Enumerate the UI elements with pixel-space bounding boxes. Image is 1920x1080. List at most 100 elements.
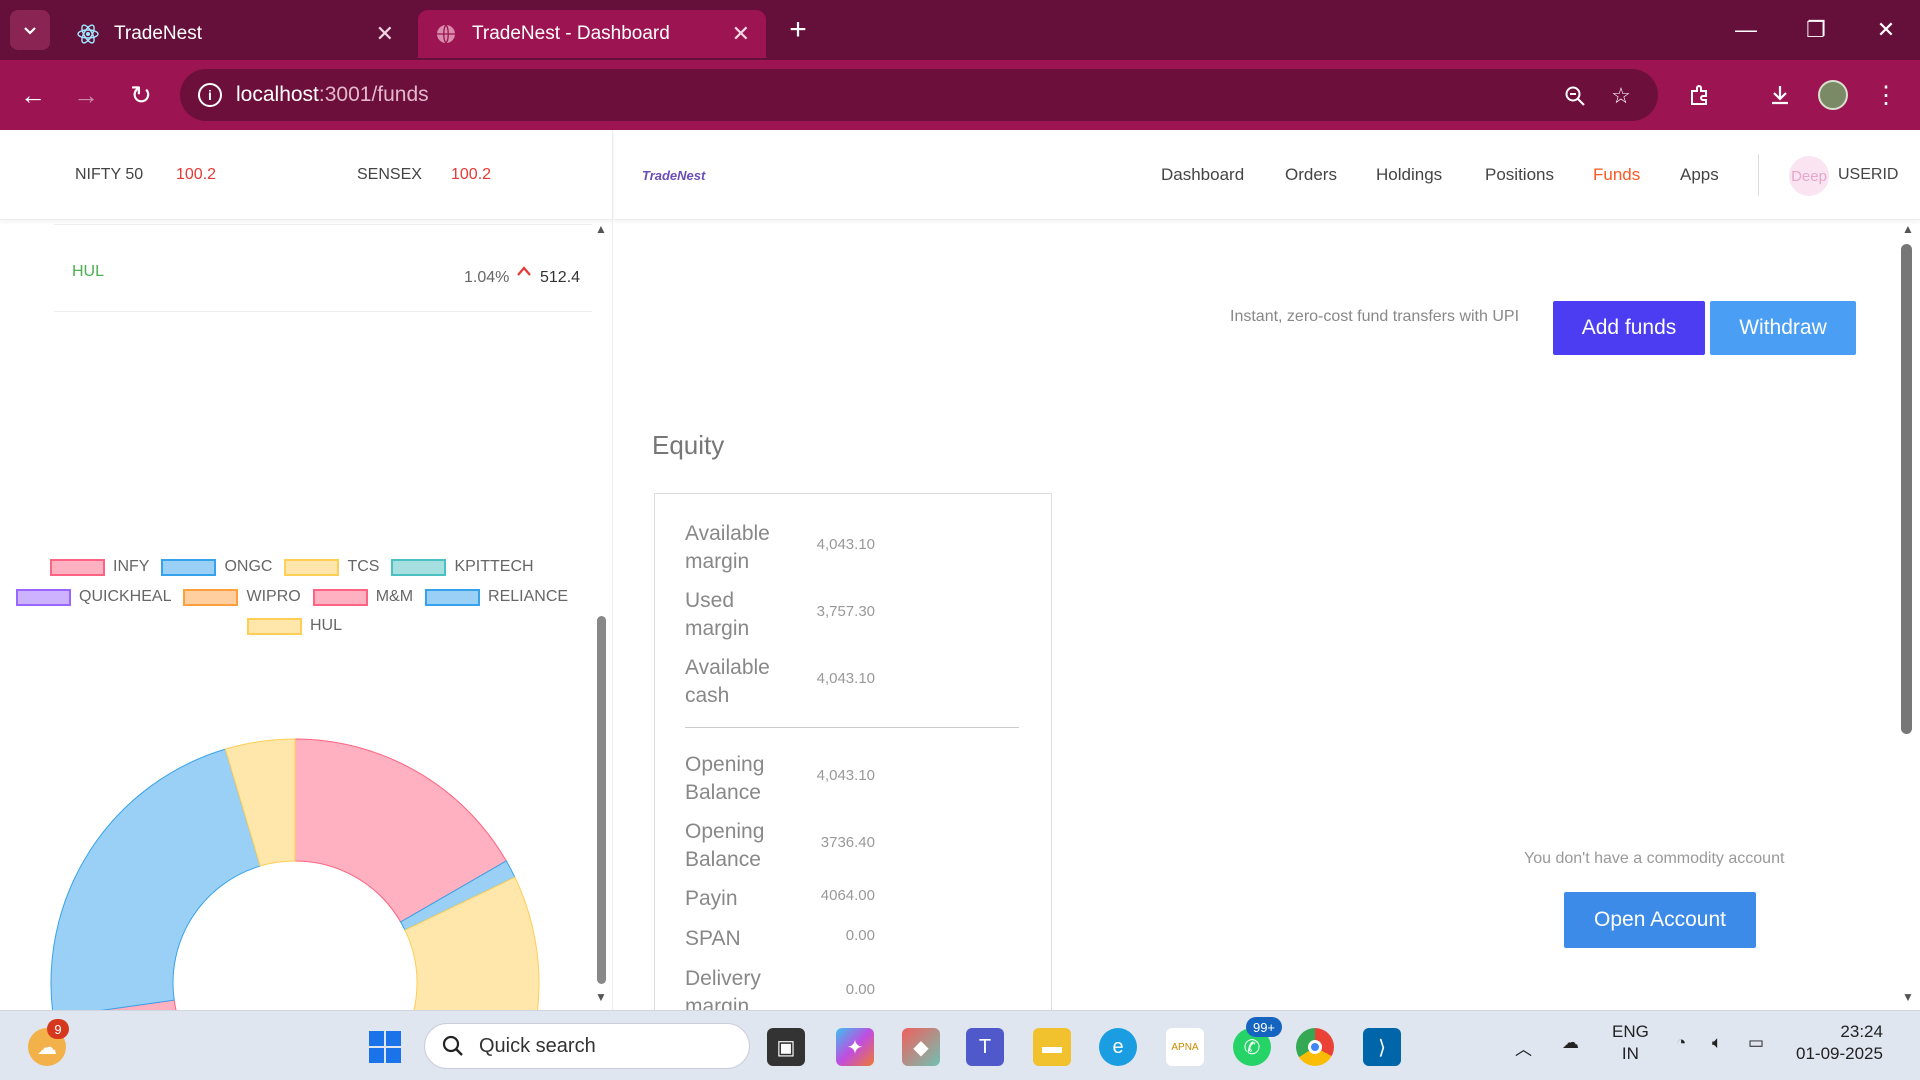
ticker-value: 100.2 (451, 166, 492, 183)
notification-badge: 9 (47, 1019, 69, 1039)
nav-funds[interactable]: Funds (1593, 165, 1641, 184)
close-icon[interactable]: ✕ (375, 21, 394, 46)
edge-icon[interactable]: e (1099, 1028, 1137, 1066)
new-tab-icon[interactable]: + (789, 13, 807, 46)
download-icon[interactable] (1760, 75, 1800, 115)
chevron-down-icon (24, 27, 36, 35)
scroll-down-arrow-icon[interactable]: ▼ (595, 990, 607, 1004)
notification-badge: 99+ (1246, 1017, 1282, 1037)
equity-label: Opening Balance (685, 820, 765, 871)
stock-percent: 1.04% (464, 269, 510, 286)
withdraw-button[interactable]: Withdraw (1710, 301, 1856, 355)
tab-tradenest-dashboard[interactable]: TradeNest - Dashboard ✕ (418, 10, 766, 58)
vscode-icon[interactable]: ⟩ (1363, 1028, 1401, 1066)
browser-toolbar: ← → ↻ i localhost:3001/funds ☆ ⋮ (0, 60, 1920, 130)
list-item[interactable]: HUL 1.04% 512.4 (54, 224, 592, 312)
window-close-icon[interactable]: ✕ (1876, 17, 1896, 42)
legend-item[interactable]: INFY (50, 558, 149, 576)
app-logo[interactable]: TradeNest (642, 168, 706, 183)
legend-item[interactable]: TCS (284, 558, 379, 576)
reload-icon[interactable]: ↻ (130, 79, 152, 110)
file-explorer-icon[interactable]: ▬ (1033, 1028, 1071, 1066)
close-icon[interactable]: ✕ (731, 21, 750, 46)
chart-slice-hul[interactable] (224, 738, 296, 867)
scroll-up-arrow-icon[interactable]: ▲ (1902, 222, 1914, 236)
onedrive-icon[interactable]: ☁ (1562, 1033, 1579, 1052)
legend-item[interactable]: QUICKHEAL (16, 588, 171, 606)
open-account-button[interactable]: Open Account (1564, 892, 1756, 948)
chrome-icon[interactable] (1296, 1028, 1334, 1066)
holdings-doughnut-chart (50, 738, 540, 1010)
teams-icon[interactable]: T (966, 1028, 1004, 1066)
legend-label: M&M (375, 588, 414, 605)
legend-item[interactable]: HUL (247, 617, 342, 635)
time-label: 23:24 (1840, 1022, 1883, 1041)
legend-item[interactable]: KPITTECH (391, 558, 534, 576)
zoom-icon[interactable] (1560, 81, 1590, 111)
legend-item[interactable]: M&M (312, 588, 414, 606)
search-icon (442, 1035, 463, 1056)
equity-value: 3,757.30 (816, 603, 875, 620)
scroll-down-arrow-icon[interactable]: ▼ (1902, 990, 1914, 1004)
profile-avatar[interactable] (1818, 80, 1848, 110)
scrollbar-thumb[interactable] (597, 616, 606, 984)
tab-search-button[interactable] (10, 10, 50, 50)
region-label: IN (1621, 1044, 1639, 1063)
apna-college-icon[interactable]: APNA (1166, 1028, 1204, 1066)
equity-label: Used margin (685, 589, 750, 640)
minimize-icon[interactable]: — (1735, 17, 1757, 42)
nav-positions[interactable]: Positions (1485, 165, 1554, 184)
clock[interactable]: 23:24 01-09-2025 (1796, 1021, 1883, 1065)
language-indicator[interactable]: ENG IN (1612, 1021, 1649, 1065)
chevron-up-icon[interactable]: ︿ (1515, 1040, 1532, 1059)
equity-label: Available margin (685, 522, 770, 573)
nav-orders[interactable]: Orders (1285, 165, 1337, 184)
windows-start-icon[interactable] (366, 1028, 404, 1066)
restore-icon[interactable]: ❐ (1806, 17, 1826, 42)
taskbar-search-input[interactable]: Quick search (424, 1023, 750, 1069)
chart-legend-row-3: HUL (247, 617, 354, 635)
stock-price: 512.4 (540, 269, 581, 286)
equity-label: Payin (685, 887, 738, 910)
nav-dashboard[interactable]: Dashboard (1161, 165, 1245, 184)
copilot-icon[interactable]: ✦ (836, 1028, 874, 1066)
watchlist-panel: NIFTY 50 100.2 SENSEX 100.2 HUL 1.04% 51… (0, 130, 613, 1010)
tab-strip: TradeNest ✕ TradeNest - Dashboard ✕ + — … (0, 0, 1920, 60)
url-path: :3001/funds (318, 83, 429, 106)
address-bar[interactable]: i localhost:3001/funds ☆ (180, 69, 1658, 121)
ticker-value: 100.2 (176, 166, 217, 183)
bookmark-star-icon[interactable]: ☆ (1611, 83, 1631, 108)
legend-item[interactable]: WIPRO (183, 588, 301, 606)
task-view-icon[interactable]: ▣ (767, 1028, 805, 1066)
add-funds-button[interactable]: Add funds (1553, 301, 1705, 355)
more-menu-icon[interactable]: ⋮ (1874, 81, 1898, 109)
scroll-up-arrow-icon[interactable]: ▲ (595, 222, 607, 236)
chart-slice-reliance[interactable] (50, 748, 261, 1010)
app-icon[interactable]: ◆ (902, 1028, 940, 1066)
legend-item[interactable]: RELIANCE (425, 588, 568, 606)
forward-icon[interactable]: → (73, 79, 99, 110)
legend-item[interactable]: ONGC (161, 558, 272, 576)
scrollbar-thumb[interactable] (1901, 244, 1912, 734)
tab-tradenest[interactable]: TradeNest ✕ (60, 10, 410, 58)
chart-slice-tcs[interactable] (263, 876, 540, 1010)
wifi-icon[interactable]: ◔ (1676, 1033, 1687, 1052)
equity-label: Available cash (685, 656, 770, 707)
nav-holdings[interactable]: Holdings (1376, 165, 1443, 184)
extensions-icon[interactable] (1680, 75, 1720, 115)
tab-title: TradeNest (114, 23, 202, 44)
avatar[interactable]: Deep (1789, 156, 1829, 196)
user-id[interactable]: USERID (1838, 166, 1899, 183)
volume-icon[interactable]: 🔈︎ (1712, 1033, 1723, 1052)
chart-legend-row-2: QUICKHEAL WIPRO M&M RELIANCE (16, 588, 580, 606)
watchlist-scroll-area[interactable]: HUL 1.04% 512.4 INFY ONGC TCS KPITTECH Q… (0, 220, 600, 1010)
back-icon[interactable]: ← (20, 79, 46, 110)
chart-slice-infy[interactable] (294, 738, 507, 923)
nav-apps[interactable]: Apps (1680, 165, 1719, 184)
tab-title: TradeNest - Dashboard (472, 23, 670, 44)
language-label: ENG (1612, 1022, 1649, 1041)
battery-icon[interactable]: ▭ (1748, 1033, 1765, 1052)
index-ticker-bar: NIFTY 50 100.2 SENSEX 100.2 (0, 130, 613, 220)
legend-label: KPITTECH (454, 558, 534, 575)
site-info-icon[interactable]: i (198, 83, 222, 107)
